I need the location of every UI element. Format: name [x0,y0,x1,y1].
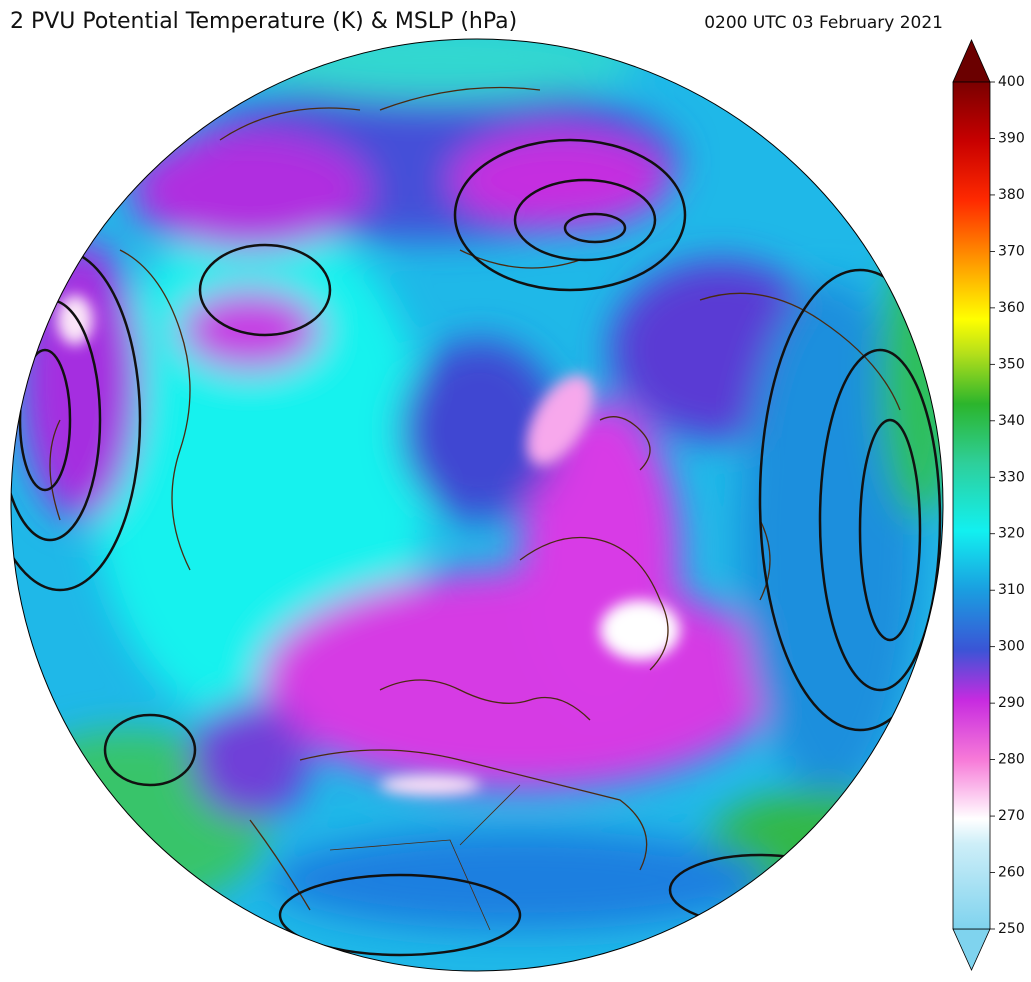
colorbar-extend-max [952,39,991,83]
colorbar-tick-label: 310 [998,582,1025,598]
coastlines [49,86,901,931]
colorbar: 250 260 270 280 290 300 310 320 330 340 350 360 370 3… [952,39,1025,971]
colorbar-tick-label: 390 [998,130,1025,146]
colorbar-tick-label: 300 [998,639,1025,655]
colorbar-tick-label: 250 [998,921,1025,937]
colorbar-tick-label: 400 [998,74,1025,90]
colorbar-tick-label: 360 [998,300,1025,316]
colorbar-body [952,81,991,930]
colorbar-tick-label: 280 [998,752,1025,768]
globe-map [11,39,943,971]
globe-outline [10,38,944,972]
colorbar-tick-label: 330 [998,469,1025,485]
colorbar-tick-label: 320 [998,526,1025,542]
valid-time: 0200 UTC 03 February 2021 [704,13,943,33]
colorbar-tick-label: 350 [998,356,1025,372]
colorbar-tick-label: 290 [998,695,1025,711]
colorbar-tick-label: 340 [998,413,1025,429]
colorbar-tick-label: 380 [998,187,1025,203]
colorbar-tick-label: 370 [998,243,1025,259]
map-title: 2 PVU Potential Temperature (K) & MSLP (… [10,9,517,34]
colorbar-extend-min [952,928,991,971]
colorbar-tick-label: 270 [998,808,1025,824]
colorbar-tick-label: 260 [998,865,1025,881]
